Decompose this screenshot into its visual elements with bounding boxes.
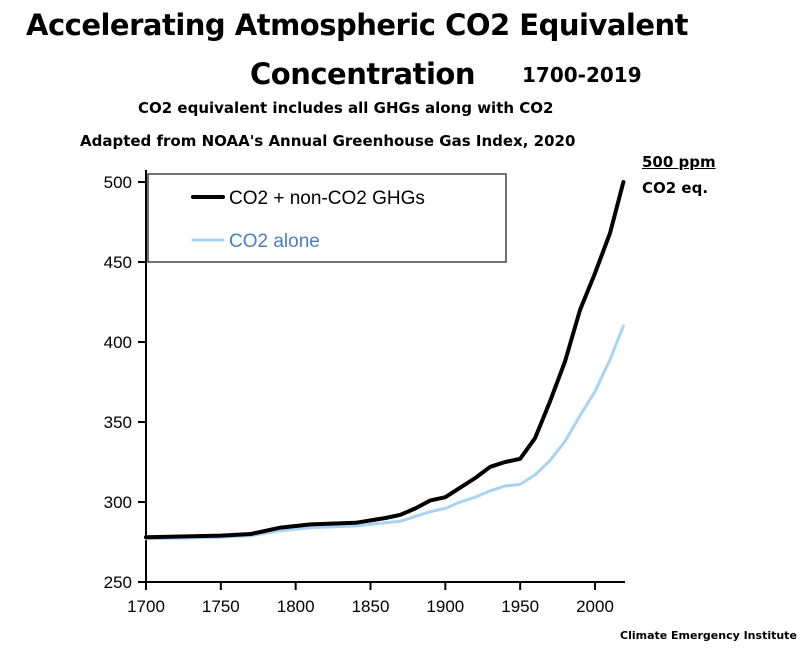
x-tick-label: 1750 [202,597,240,616]
y-tick-label: 400 [104,333,132,352]
endpoint-value-annotation: 500 ppm [642,153,716,171]
legend-box [147,173,507,263]
y-tick-label: 250 [104,573,132,592]
series-line-co2 [144,324,625,541]
x-tick-label: 1950 [501,597,539,616]
y-tick-label: 500 [104,173,132,192]
x-tick-label: 1700 [127,597,165,616]
legend-label-co2: CO2 alone [229,231,320,252]
axes: 250 300 350 400 450 500 1700 1750 1800 1850 1900 19… [104,170,625,616]
endpoint-unit-annotation: CO2 eq. [642,179,709,197]
series-lines [144,180,626,541]
y-tick-label: 350 [104,413,132,432]
legend: CO2 + non-CO2 GHGs CO2 alone [147,173,507,263]
credit-label: Climate Emergency Institute [620,629,797,642]
chart-title-line1: Accelerating Atmospheric CO2 Equivalent [26,8,689,42]
x-tick-label: 2000 [576,597,614,616]
x-tick-label: 1900 [426,597,464,616]
subtitle-source: Adapted from NOAA's Annual Greenhouse Ga… [80,132,576,150]
legend-label-co2-eq: CO2 + non-CO2 GHGs [229,188,425,209]
series-line-co2-eq [144,180,626,540]
subtitle-ghg-note: CO2 equivalent includes all GHGs along w… [138,99,554,117]
year-range-label: 1700-2019 [522,63,642,87]
x-tick-label: 1850 [352,597,390,616]
x-tick-label: 1800 [277,597,315,616]
y-tick-label: 450 [104,253,132,272]
y-tick-label: 300 [104,493,132,512]
chart-title-line2: Concentration [250,57,475,91]
